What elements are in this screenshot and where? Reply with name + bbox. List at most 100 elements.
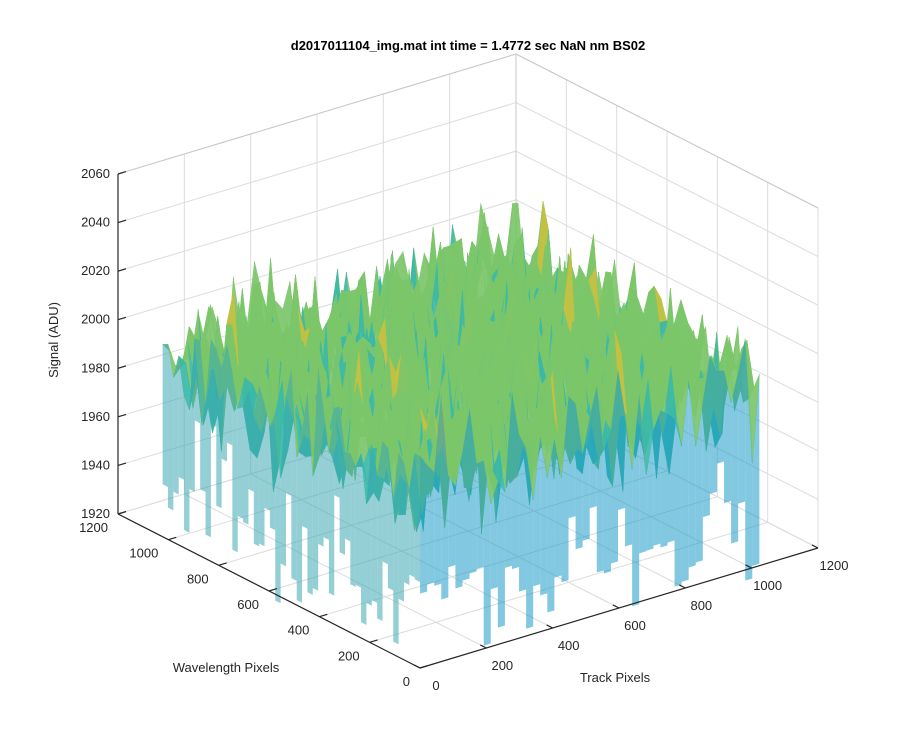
x-tick-mark [612, 604, 620, 609]
surface-skirt [371, 444, 378, 603]
surface-skirt [184, 396, 190, 533]
z-tick-label: 1960 [81, 409, 110, 424]
z-tick-mark [117, 462, 127, 467]
z-tick-label: 1940 [81, 457, 110, 472]
surface-skirt [403, 462, 410, 586]
surface-skirt [366, 444, 372, 606]
y-tick-mark [419, 665, 429, 669]
surface-skirt [695, 401, 703, 563]
surface-skirt [382, 440, 388, 565]
x-tick-mark [546, 624, 553, 629]
surface-skirt [243, 390, 249, 525]
surface-skirt [280, 396, 286, 567]
surface-skirt [653, 410, 661, 546]
side-wall-grid-line [515, 150, 819, 306]
surface-skirt [226, 343, 233, 446]
chart-title: d2017011104_img.mat int time = 1.4772 se… [291, 38, 645, 53]
x-tick-label: 400 [558, 638, 580, 653]
surface-skirt [547, 438, 555, 613]
surface-skirt [307, 391, 313, 595]
surface-skirt [248, 390, 254, 492]
surface-skirt [688, 379, 696, 568]
surface-skirt [178, 355, 185, 480]
surface-skirt [167, 344, 174, 511]
surface-skirt [596, 385, 604, 573]
x-tick-label: 0 [432, 678, 439, 693]
surface-skirt [540, 436, 548, 596]
surface-skirt [253, 385, 260, 547]
x-tick-label: 1200 [820, 558, 849, 573]
back-wall-grid-line [117, 102, 517, 224]
surface-skirt [398, 452, 404, 602]
surface-skirt [344, 451, 351, 542]
surface-skirt [350, 453, 356, 588]
z-tick-label: 2040 [81, 215, 110, 230]
surface-skirt [469, 408, 477, 574]
surface-skirt [639, 393, 647, 554]
surface-skirt [745, 338, 753, 581]
surface-skirt [216, 348, 222, 509]
z-tick-mark [117, 365, 127, 369]
surface-skirt [259, 385, 265, 547]
y-tick-label: 1000 [129, 546, 158, 561]
surface-skirt [237, 406, 244, 519]
y-tick-label: 200 [338, 648, 360, 663]
x-tick-mark [480, 644, 487, 649]
surface-skirt [610, 369, 619, 564]
surface-skirt [738, 338, 746, 504]
surface-skirt [511, 391, 520, 570]
surface-skirt [189, 338, 195, 492]
surface-skirt [625, 415, 633, 547]
surface-skirt [377, 440, 383, 622]
tick-labels: 0 200 400 600 800 1000 1200 0 200 400 600 800 1000 12… [79, 166, 848, 693]
z-tick-label: 2060 [81, 166, 110, 181]
surface-skirt [603, 430, 611, 574]
surface-mesh [162, 201, 760, 646]
y-tick-label: 1200 [79, 520, 108, 535]
surface-skirt [285, 369, 292, 496]
surface-skirt [660, 410, 668, 548]
x-tick-label: 200 [491, 658, 513, 673]
surface-skirt [210, 339, 217, 427]
y-tick-mark [268, 588, 278, 592]
z-tick-mark [117, 171, 127, 175]
surface-skirt [667, 413, 675, 543]
surface-skirt [441, 393, 449, 600]
surface-skirt [752, 374, 760, 566]
surface-skirt [526, 448, 534, 629]
z-tick-mark [117, 316, 127, 321]
surface-skirt [709, 355, 717, 494]
z-tick-label: 2000 [81, 312, 110, 327]
box-edge [515, 53, 819, 209]
surface-skirt [575, 403, 583, 550]
x-tick-mark [679, 584, 686, 589]
surface-skirt [323, 409, 329, 540]
axes [117, 171, 819, 669]
surface-skirt [533, 436, 541, 587]
surface-skirt [497, 481, 505, 628]
surface-skirt [681, 379, 689, 582]
surface-skirt [264, 403, 270, 511]
surface-skirt [731, 372, 739, 544]
surface-skirt [312, 367, 319, 591]
z-tick-mark [117, 511, 127, 515]
surface-skirt [200, 340, 206, 492]
y-tick-mark [369, 639, 378, 643]
x-tick-mark [811, 544, 819, 549]
x-tick-mark [413, 664, 421, 669]
surface-skirt [361, 453, 367, 625]
surface-skirt [296, 430, 303, 603]
z-tick-label: 1920 [81, 506, 110, 521]
surface-skirt [173, 355, 179, 495]
surface-skirt [448, 475, 456, 568]
x-tick-label: 1000 [753, 578, 782, 593]
surface-skirt [702, 355, 710, 518]
surface-skirt [269, 412, 276, 531]
surface-skirt [355, 453, 362, 588]
surface-skirt [568, 396, 576, 519]
surface-skirt [221, 343, 227, 462]
surface-skirt [318, 367, 324, 547]
surface-skirt [434, 393, 442, 586]
surface-skirt [589, 385, 597, 509]
